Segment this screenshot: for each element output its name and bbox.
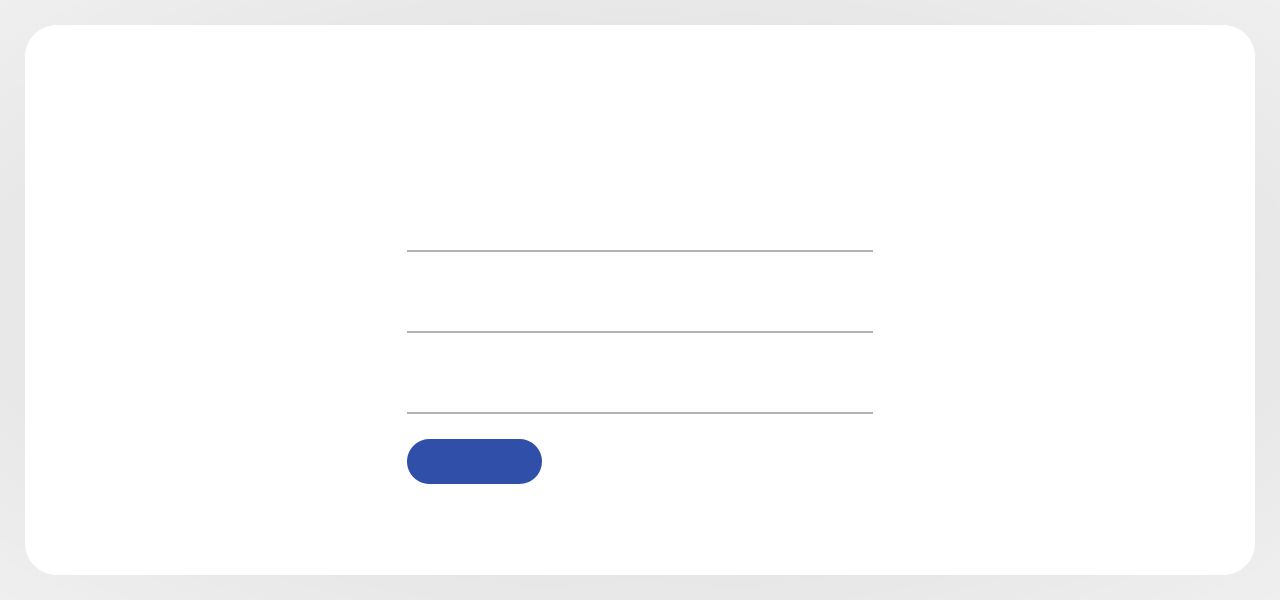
form-field-1[interactable] [407, 212, 873, 252]
form-field-3[interactable] [407, 374, 873, 414]
form-field-2[interactable] [407, 293, 873, 333]
submit-button[interactable] [407, 439, 542, 484]
form [407, 25, 873, 575]
form-card [25, 25, 1255, 575]
